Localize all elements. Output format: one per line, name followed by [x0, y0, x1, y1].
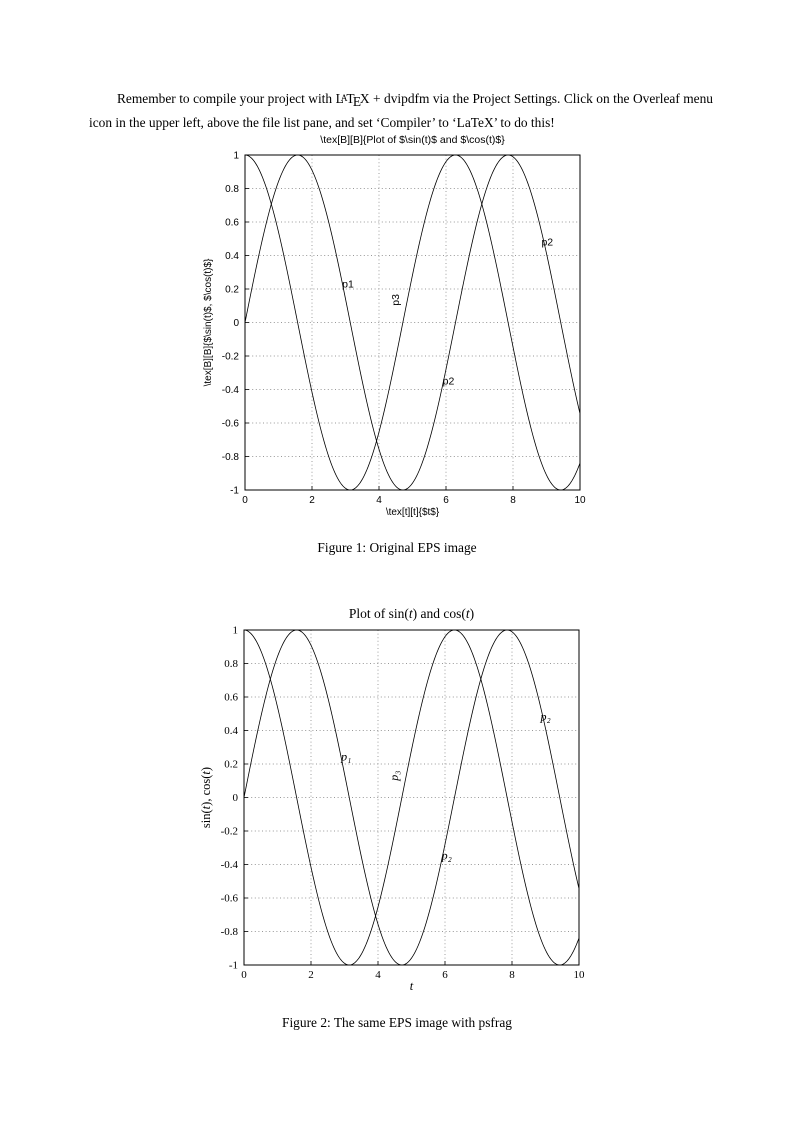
- x-tick-label: 2: [308, 969, 314, 981]
- y-tick-label: -0.8: [221, 926, 239, 938]
- y-tick-label: 0: [233, 318, 239, 329]
- figure2-caption: Figure 2: The same EPS image with psfrag: [282, 1015, 512, 1030]
- curve-sin(t): [244, 154, 581, 491]
- latex-logo-letter: T: [346, 91, 355, 107]
- plot-annotation: p2: [443, 375, 455, 387]
- latex-logo: LATEX: [335, 91, 370, 110]
- x-axis-label: t: [410, 979, 414, 993]
- plot-title: \tex[B][B]{Plot of $\sin(t)$ and $\cos(t…: [320, 134, 505, 146]
- x-tick-label: 4: [375, 969, 381, 981]
- x-tick-label: 6: [443, 495, 449, 506]
- plot-title: Plot of sin(t) and cos(t): [349, 606, 474, 621]
- plot-annotation: p₃: [387, 771, 401, 782]
- y-tick-label: 1: [233, 625, 239, 637]
- y-tick-label: 0.2: [224, 759, 238, 771]
- curve-cos(t): [244, 154, 581, 491]
- paragraph-text-start: Remember to compile your project with: [117, 91, 336, 107]
- latex-logo-letter: L: [335, 91, 344, 107]
- x-tick-label: 0: [241, 969, 247, 981]
- figure1-caption: Figure 1: Original EPS image: [317, 540, 477, 555]
- y-tick-label: 0.8: [224, 658, 238, 670]
- x-tick-label: 10: [574, 969, 586, 981]
- x-tick-label: 8: [509, 969, 515, 981]
- y-tick-label: -0.6: [221, 893, 239, 905]
- y-tick-label: 0.4: [225, 251, 239, 262]
- y-tick-label: -0.6: [222, 419, 240, 430]
- x-tick-label: 10: [574, 495, 586, 506]
- figure1-eps-plot: 0 2 4 6 8 10 -1 -0.8 -0.6 -0.4 -0.2 0 0.2 0.4 0.6 0.8 1 p…: [203, 134, 586, 518]
- paragraph-text-end: + dvipdfm via the Project Settings. Clic…: [89, 91, 713, 131]
- plot-annotation: p₂: [441, 848, 452, 862]
- curve-cos(t): [243, 629, 580, 966]
- y-axis-label: \tex[B][B]{$\sin(t)$, $\cos(t)$}: [203, 258, 214, 386]
- latex-logo-letter: E: [352, 94, 362, 110]
- y-tick-label: 0.6: [224, 692, 238, 704]
- x-tick-label: 8: [510, 495, 516, 506]
- y-tick-label: -0.4: [221, 859, 239, 871]
- curve-sin(t): [243, 629, 580, 966]
- plot-annotation: p₁: [340, 750, 351, 764]
- plot-annotation: p2: [541, 236, 553, 248]
- y-tick-label: 0.6: [225, 218, 239, 229]
- y-tick-label: -1: [230, 486, 239, 497]
- y-tick-label: 0: [233, 792, 239, 804]
- y-tick-label: 1: [233, 151, 239, 162]
- plot-annotation: p₂: [539, 709, 550, 723]
- x-tick-label: 4: [376, 495, 382, 506]
- latex-logo-letter: A: [340, 94, 348, 105]
- figure2-psfrag-plot: 0 2 4 6 8 10 -1 -0.8 -0.6 -0.4 -0.2 0 0.2 0.4 0.6 0.8 1 p…: [200, 606, 586, 993]
- latex-logo-letter: X: [359, 91, 370, 107]
- y-tick-label: -0.4: [222, 385, 240, 396]
- x-tick-label: 0: [242, 495, 248, 506]
- intro-paragraph: Remember to compile your project with LA…: [89, 89, 713, 133]
- x-tick-label: 2: [309, 495, 315, 506]
- y-tick-label: 0.2: [225, 285, 239, 296]
- y-tick-label: -0.2: [222, 352, 240, 363]
- y-tick-label: 0.8: [225, 184, 239, 195]
- x-axis-label: \tex[t][t]{$t$}: [386, 507, 440, 518]
- y-tick-label: -1: [229, 960, 238, 972]
- y-axis-label: sin(t), cos(t): [200, 767, 213, 828]
- y-tick-label: 0.4: [224, 725, 238, 737]
- y-tick-label: -0.8: [222, 452, 240, 463]
- plot-annotation: p3: [390, 294, 402, 306]
- y-tick-label: -0.2: [221, 826, 238, 838]
- plot-annotation: p1: [342, 278, 354, 290]
- x-tick-label: 6: [442, 969, 448, 981]
